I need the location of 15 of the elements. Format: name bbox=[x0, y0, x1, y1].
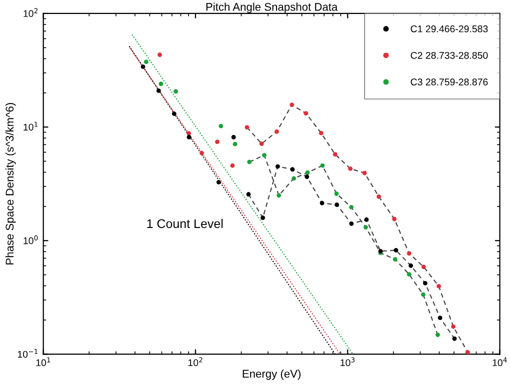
y-tick-label: 10$^{−1}$ bbox=[18, 348, 38, 358]
legend-label: C1 29.466-29.583 bbox=[410, 25, 488, 32]
x-axis-title: Energy (eV) bbox=[242, 370, 301, 380]
annotation: 1 Count Level bbox=[147, 218, 223, 228]
x-tick-label: 10$^{4}$ bbox=[492, 357, 507, 366]
x-tick-label: 10$^{3}$ bbox=[340, 357, 355, 366]
y-axis-title: Phase Space Density (s^3/km^6) bbox=[5, 103, 16, 264]
y-tick-label: 10$^{0}$ bbox=[24, 235, 38, 244]
legend-label: C3 28.759-28.876 bbox=[410, 78, 488, 86]
y-tick-label: 10$^{1}$ bbox=[24, 122, 38, 131]
chart-title: Pitch Angle Snapshot Data bbox=[206, 2, 338, 14]
x-tick-label: 10$^{1}$ bbox=[36, 357, 50, 366]
legend-label: C2 28.733-28.850 bbox=[410, 52, 488, 59]
y-tick-label: 10$^{2}$ bbox=[24, 8, 38, 18]
x-tick-label: 10$^{2}$ bbox=[188, 357, 202, 366]
